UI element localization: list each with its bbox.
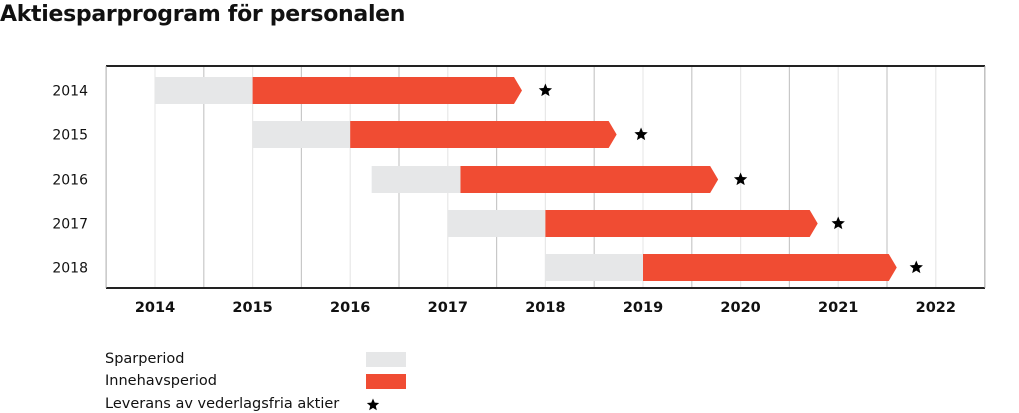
sparperiod-bar: [252, 121, 351, 148]
legend-label-innehavsperiod: Innehavsperiod: [105, 373, 217, 389]
legend-swatch-sparperiod: [366, 352, 406, 367]
y-category-label: 2014: [52, 84, 88, 100]
x-tick-label: 2015: [232, 300, 272, 316]
legend-label-sparperiod: Sparperiod: [105, 351, 185, 367]
legend-swatch-innehavsperiod: [366, 374, 406, 389]
innehavsperiod-bar: [252, 77, 522, 104]
x-tick-label: 2018: [525, 300, 565, 316]
y-category-label: 2016: [52, 173, 88, 189]
y-category-label: 2018: [52, 261, 88, 277]
sparperiod-bar: [371, 166, 461, 193]
x-tick-label: 2016: [330, 300, 370, 316]
innehavsperiod-bar: [643, 254, 897, 281]
legend-label-leverans: Leverans av vederlagsfria aktier: [105, 396, 340, 412]
x-tick-label: 2014: [135, 300, 175, 316]
innehavsperiod-bar: [460, 166, 719, 193]
innehavsperiod-bar: [545, 210, 818, 237]
chart-title: Aktiesparprogram för personalen: [0, 2, 406, 27]
y-category-label: 2017: [52, 217, 88, 233]
leverans-star-marker: [538, 83, 553, 97]
innehavsperiod-bar: [350, 121, 617, 148]
x-tick-label: 2022: [916, 300, 956, 316]
legend-star-icon: [366, 398, 380, 411]
sparperiod-bar: [447, 210, 546, 237]
sparperiod-bar: [155, 77, 253, 104]
x-tick-label: 2017: [428, 300, 468, 316]
y-category-label: 2015: [52, 128, 88, 144]
x-tick-label: 2021: [818, 300, 858, 316]
x-tick-label: 2020: [720, 300, 760, 316]
x-tick-label: 2019: [623, 300, 663, 316]
leverans-star-marker: [733, 172, 748, 186]
leverans-star-marker: [909, 260, 923, 274]
leverans-star-marker: [831, 216, 845, 230]
sparperiod-bar: [545, 254, 643, 281]
leverans-star-marker: [634, 127, 648, 141]
